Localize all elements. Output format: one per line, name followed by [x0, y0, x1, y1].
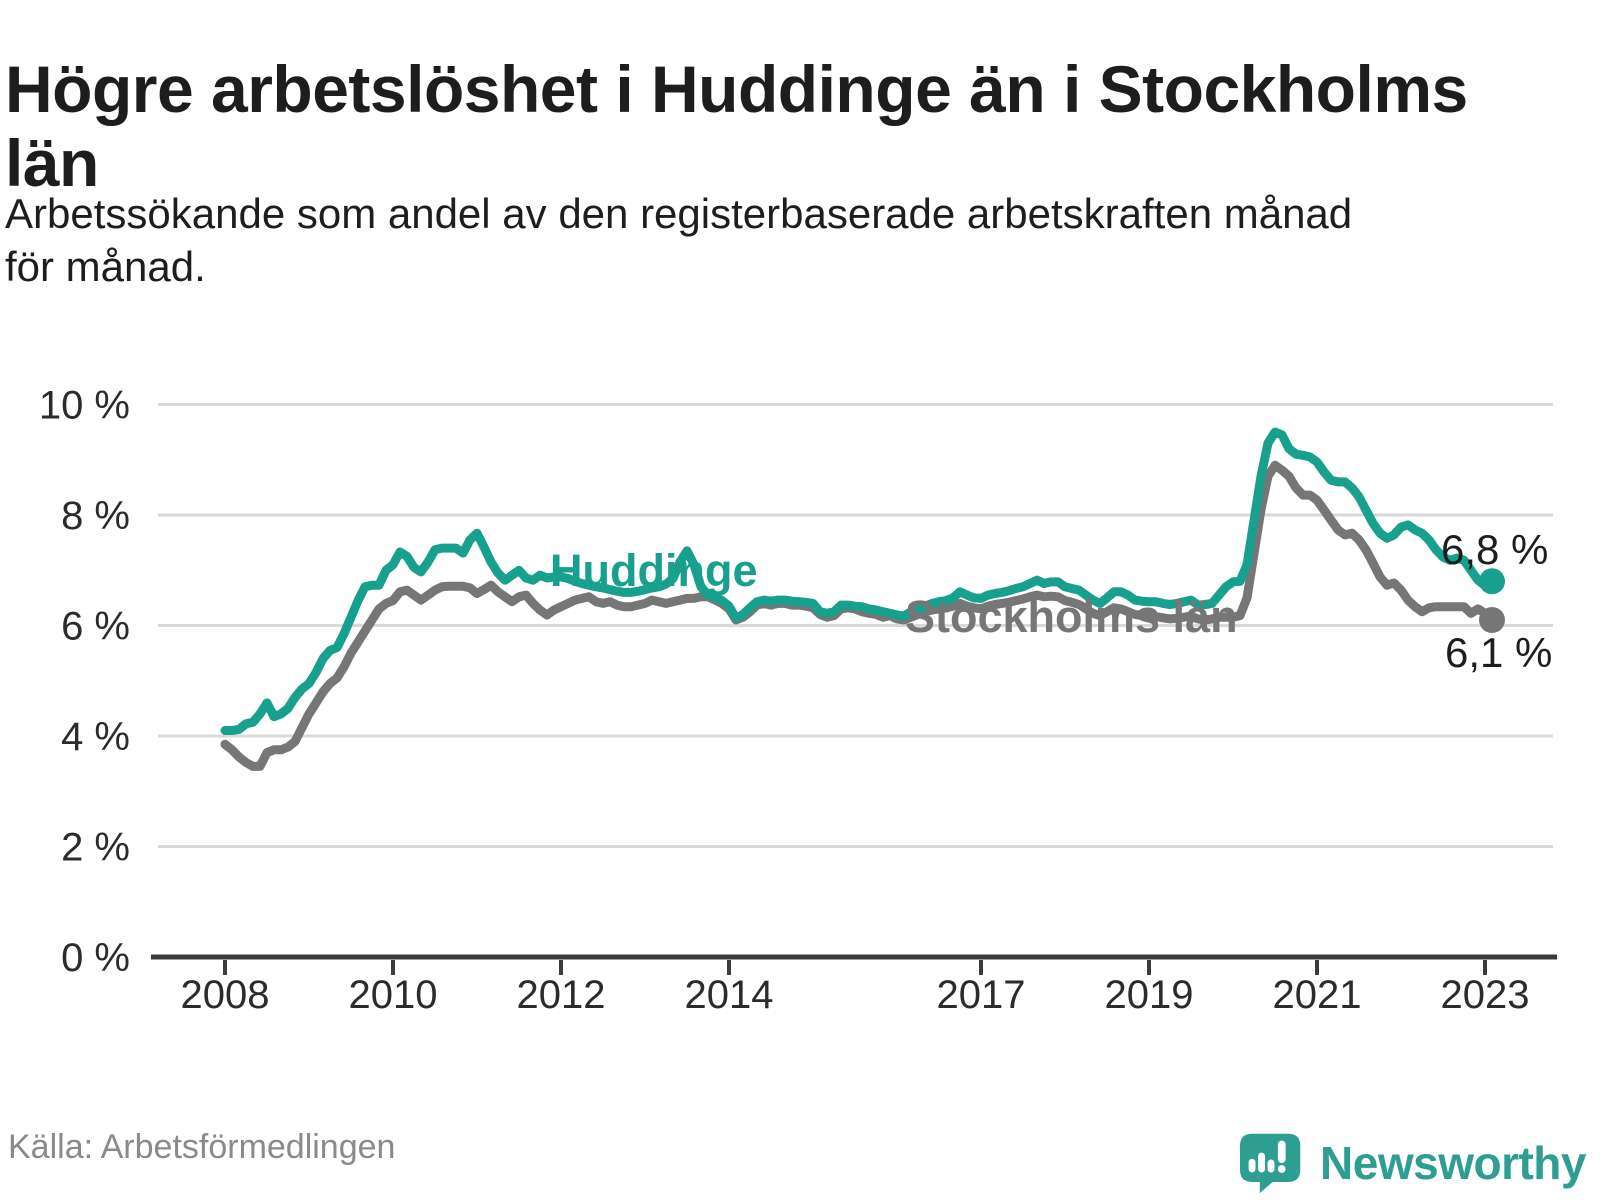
x-axis-tick-label: 2014	[685, 973, 774, 1017]
series-line-huddinge	[220, 427, 1497, 735]
page-title-line-2: län	[5, 126, 99, 201]
series-end-dot-huddinge	[1479, 568, 1505, 595]
line-chart: 0 % 2 % 4 % 6 % 8 % 10 % 2008 2010 2012 2014 2017 2…	[39, 384, 1557, 1017]
end-value-label-huddinge: 6,8 %	[1441, 526, 1548, 573]
y-axis-tick-label: 6 %	[61, 605, 130, 649]
y-axis-tick-label: 8 %	[61, 494, 130, 538]
x-axis-tick-label: 2019	[1105, 973, 1194, 1017]
newsworthy-brand: Newsworthy	[1238, 1130, 1586, 1196]
x-axis-tick-label: 2017	[937, 973, 1026, 1017]
page-subtitle: Arbetssökande som andel av den registerb…	[5, 187, 1352, 293]
y-axis-tick-label: 2 %	[61, 826, 130, 870]
series-label-stockholms-lan: Stockholms län	[905, 591, 1238, 642]
page-title: Högre arbetslöshet i Huddinge än i Stock…	[5, 52, 1590, 200]
end-value-label-stockholms-lan: 6,1 %	[1445, 629, 1552, 676]
y-axis-tick-label: 4 %	[61, 715, 130, 759]
y-axis-tick-label: 0 %	[61, 936, 130, 980]
series-label-huddinge: Huddinge	[550, 545, 757, 596]
page-subtitle-line-2: för månad.	[5, 243, 206, 290]
x-axis-tick-label: 2012	[517, 973, 606, 1017]
x-axis-tick-label: 2021	[1273, 973, 1362, 1017]
series-line-stockholms-lan	[220, 460, 1497, 771]
x-axis-tick-label: 2008	[181, 973, 270, 1017]
source-text: Källa: Arbetsförmedlingen	[8, 1128, 396, 1166]
newsworthy-wordmark: Newsworthy	[1320, 1137, 1586, 1189]
y-axis-tick-label: 10 %	[39, 384, 130, 428]
page-subtitle-line-1: Arbetssökande som andel av den registerb…	[5, 190, 1353, 237]
page-title-line-1: Högre arbetslöshet i Huddinge än i Stock…	[5, 52, 1468, 127]
x-axis-tick-label: 2023	[1441, 973, 1530, 1017]
series-end-dot-stockholms-lan	[1479, 607, 1505, 633]
newsworthy-logo-icon	[1240, 1133, 1301, 1194]
x-axis-tick-label: 2010	[349, 973, 438, 1017]
